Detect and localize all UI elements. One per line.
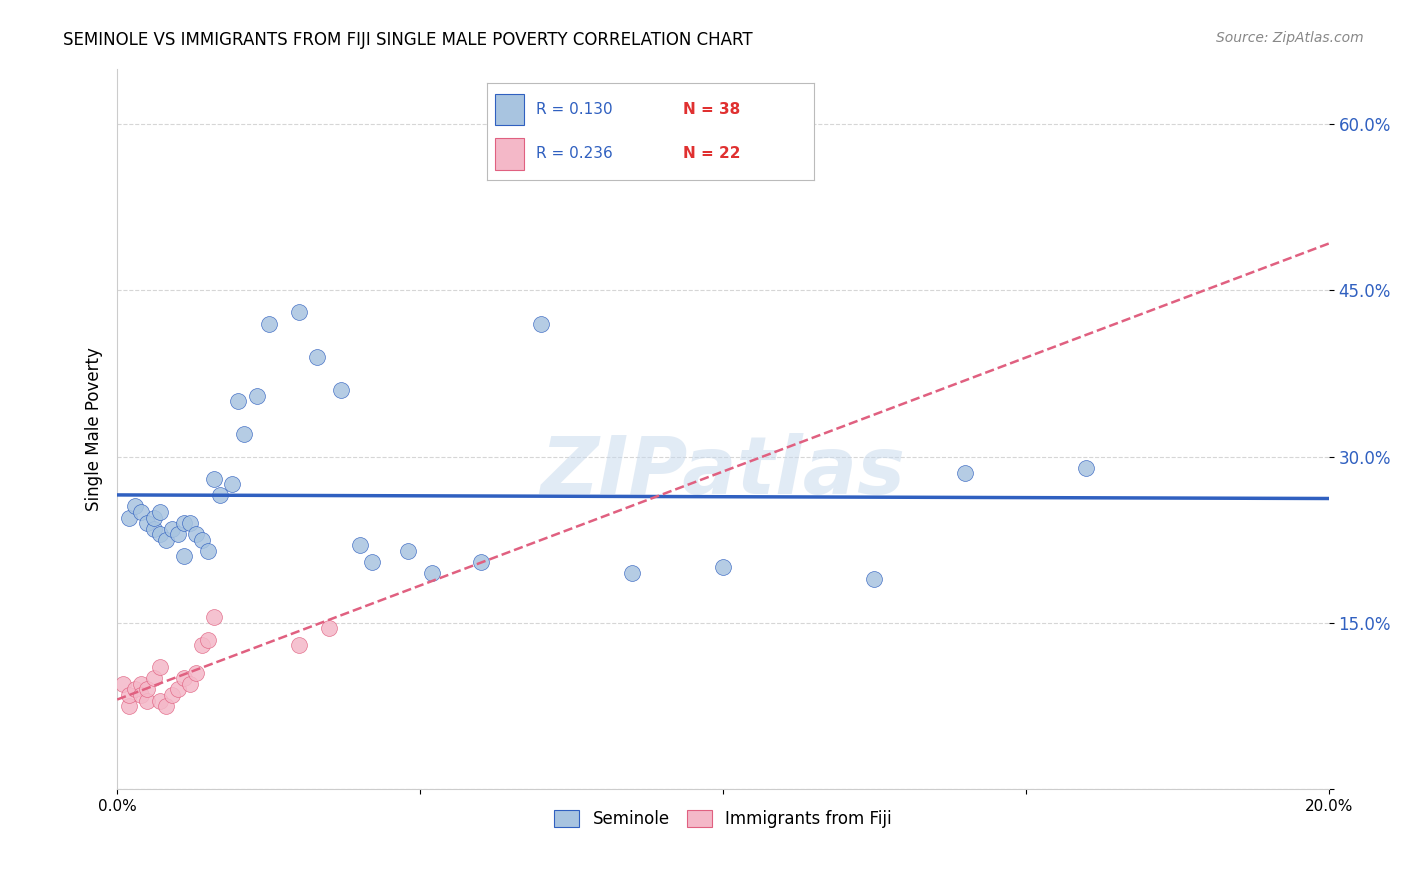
Point (173, 516, 195, 530)
Point (191, 638, 214, 652)
Point (124, 682, 146, 697)
Point (136, 693, 159, 707)
Point (131, 505, 153, 519)
Point (307, 350, 329, 364)
Point (173, 549, 195, 564)
Point (330, 383, 353, 397)
Point (184, 527, 207, 541)
Point (530, 317, 553, 331)
Point (142, 671, 165, 685)
Point (621, 566, 644, 580)
Point (191, 533, 214, 547)
Point (288, 305, 311, 319)
Point (173, 671, 195, 685)
Point (360, 555, 382, 569)
Text: ZIPatlas: ZIPatlas (540, 434, 905, 511)
Point (420, 566, 443, 580)
Point (184, 665, 207, 680)
Legend: Seminole, Immigrants from Fiji: Seminole, Immigrants from Fiji (548, 804, 898, 835)
Text: SEMINOLE VS IMMIGRANTS FROM FIJI SINGLE MALE POVERTY CORRELATION CHART: SEMINOLE VS IMMIGRANTS FROM FIJI SINGLE … (63, 31, 752, 49)
Point (131, 688, 153, 702)
Point (233, 427, 256, 442)
Point (166, 682, 188, 697)
Point (202, 472, 225, 486)
Point (202, 610, 225, 624)
Point (149, 505, 172, 519)
Point (197, 632, 219, 647)
Point (142, 522, 165, 536)
Point (955, 467, 977, 481)
Point (118, 510, 141, 524)
Point (136, 516, 159, 530)
Point (197, 544, 219, 558)
Point (1076, 460, 1098, 475)
Point (118, 688, 141, 702)
Point (228, 394, 250, 409)
Point (160, 522, 183, 536)
Point (136, 682, 159, 697)
Point (711, 560, 734, 574)
Point (288, 638, 311, 652)
Point (142, 510, 165, 524)
Text: Source: ZipAtlas.com: Source: ZipAtlas.com (1216, 31, 1364, 45)
Point (396, 544, 419, 558)
Point (112, 677, 135, 691)
Point (124, 500, 146, 514)
Point (131, 677, 153, 691)
Point (470, 555, 492, 569)
Point (160, 688, 183, 702)
Point (166, 527, 188, 541)
Point (149, 527, 172, 541)
Point (863, 572, 886, 586)
Point (245, 389, 267, 403)
Point (155, 533, 177, 547)
Point (118, 699, 141, 714)
Y-axis label: Single Male Poverty: Single Male Poverty (86, 347, 103, 511)
Point (179, 677, 201, 691)
Point (318, 622, 340, 636)
Point (209, 488, 232, 502)
Point (149, 660, 172, 674)
Point (179, 516, 201, 530)
Point (221, 477, 243, 491)
Point (349, 538, 371, 552)
Point (149, 693, 172, 707)
Point (155, 699, 177, 714)
Point (257, 317, 280, 331)
